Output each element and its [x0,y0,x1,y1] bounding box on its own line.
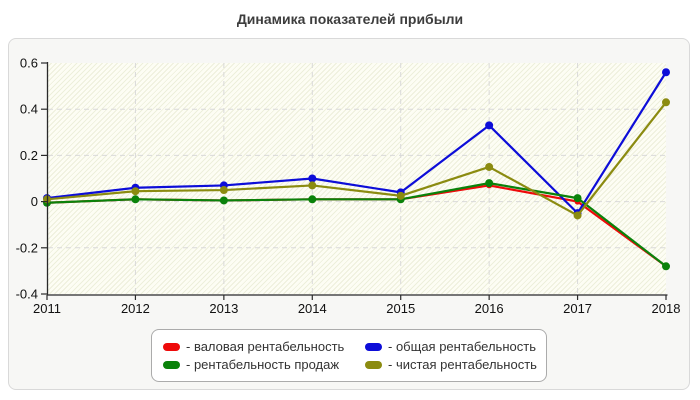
series-line-3 [46,101,667,217]
x-tick-label: 2014 [298,301,327,316]
data-point-series-3 [485,162,494,171]
chart-title: Динамика показателей прибыли [236,11,464,27]
x-tick-label: 2012 [121,301,150,316]
legend-swatch-sales-margin [163,360,180,369]
y-tick-label: 0.6 [20,56,38,71]
legend-swatch-total-margin [365,342,382,351]
y-tick-label: 0 [31,194,38,209]
data-point-series-3 [308,181,317,190]
y-tick-label: 0.2 [20,148,38,163]
x-tick-label: 2017 [563,301,592,316]
data-point-series-3 [396,191,405,200]
data-point-series-2 [308,195,317,204]
x-tick-label: 2018 [652,301,681,316]
chart-legend: - валовая рентабельность - общая рентабе… [151,329,547,382]
legend-item-sales-margin: - рентабельность продаж [163,358,365,371]
data-point-series-1 [662,68,670,77]
legend-swatch-net-margin [365,360,382,369]
legend-item-net-margin: - чистая рентабельность [365,358,546,371]
legend-item-total-margin: - общая рентабельность [365,340,546,353]
y-tick-label: -0.4 [16,287,38,302]
y-tick-label: 0.4 [20,102,38,117]
x-tick-label: 2015 [386,301,415,316]
legend-label-net-margin: - чистая рентабельность [388,357,537,372]
x-tick-label: 2016 [475,301,504,316]
y-tick-label: -0.2 [16,240,38,255]
data-point-series-1 [308,174,317,183]
data-point-series-3 [219,186,228,195]
data-point-series-2 [662,262,670,271]
plot-area-background [47,63,666,294]
legend-label-gross-margin: - валовая рентабельность [186,339,345,354]
x-tick-label: 2013 [209,301,238,316]
data-point-series-2 [131,195,140,204]
series-line-1 [46,71,667,215]
x-tick-label: 2011 [33,301,61,316]
data-point-series-3 [131,187,140,196]
data-point-series-2 [573,194,582,203]
legend-label-total-margin: - общая рентабельность [388,339,536,354]
legend-item-gross-margin: - валовая рентабельность [163,340,365,353]
legend-swatch-gross-margin [163,342,180,351]
series-line-2 [46,182,667,268]
legend-label-sales-margin: - рентабельность продаж [186,357,340,372]
data-point-series-1 [485,121,494,130]
data-point-series-3 [573,211,582,220]
data-point-series-2 [219,196,228,205]
data-point-series-2 [485,179,494,188]
data-point-series-3 [662,98,670,107]
